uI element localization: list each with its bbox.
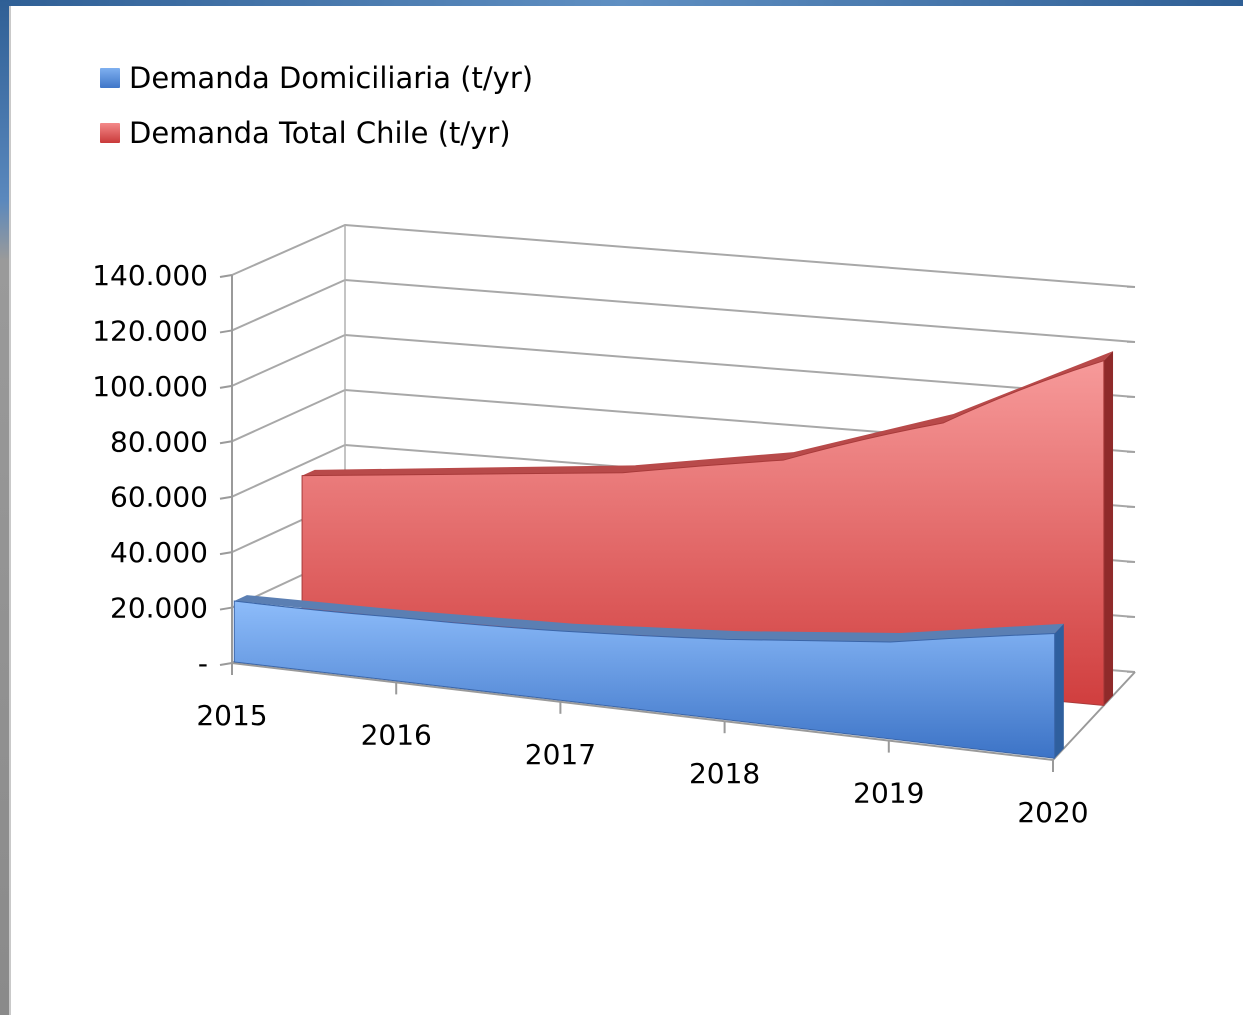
series-side-face — [1054, 623, 1064, 759]
y-tick-mark — [219, 329, 233, 334]
y-tick-mark — [219, 440, 233, 445]
legend-label-domiciliaria: Demanda Domiciliaria (t/yr) — [129, 60, 534, 95]
y-tick-label: 60.000 — [110, 481, 208, 514]
x-tick-label: 2020 — [1017, 796, 1088, 829]
y-tick-mark — [219, 274, 233, 278]
chart-legend: Demanda Domiciliaria (t/yr) Demanda Tota… — [100, 50, 533, 160]
legend-swatch-blue — [100, 67, 120, 88]
y-tick-mark — [219, 495, 233, 500]
x-tick-label: 2018 — [689, 757, 760, 790]
y-tick-label: 120.000 — [92, 314, 208, 347]
y-tick-label: 100.000 — [92, 370, 208, 403]
legend-label-total-chile: Demanda Total Chile (t/yr) — [129, 115, 511, 150]
legend-item-total-chile: Demanda Total Chile (t/yr) — [100, 105, 533, 160]
y-tick-label: - — [198, 647, 208, 680]
series-0 — [233, 595, 1064, 759]
window-frame-top — [0, 0, 1243, 6]
y-tick-mark — [219, 606, 233, 611]
window-frame-left-edge — [9, 6, 11, 1015]
window-frame-left — [0, 0, 9, 1015]
gridline — [231, 333, 1136, 398]
gridline — [231, 223, 1136, 288]
y-tick-mark — [219, 551, 233, 556]
legend-swatch-red — [100, 122, 120, 143]
series-front-face — [233, 600, 1056, 759]
y-tick-label: 80.000 — [110, 425, 208, 458]
y-tick-label: 20.000 — [110, 592, 208, 625]
series-side-face — [1103, 351, 1114, 706]
x-tick-label: 2017 — [525, 738, 596, 771]
x-tick-label: 2019 — [853, 777, 924, 810]
y-tick-label: 140.000 — [92, 259, 208, 292]
y-tick-label: 40.000 — [110, 536, 208, 569]
x-tick-label: 2016 — [361, 718, 432, 751]
legend-item-domiciliaria: Demanda Domiciliaria (t/yr) — [100, 50, 533, 105]
x-tick-label: 2015 — [196, 699, 267, 732]
y-tick-mark — [219, 384, 233, 389]
gridline — [231, 278, 1136, 343]
y-tick-mark — [219, 662, 233, 666]
